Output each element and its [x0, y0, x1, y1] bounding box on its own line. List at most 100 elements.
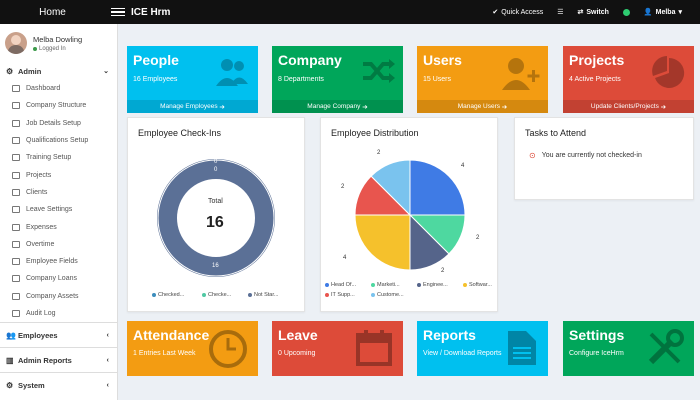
tile-title: Attendance — [133, 327, 210, 343]
sidebar-item-label: Qualifications Setup — [26, 137, 89, 145]
sidebar-section-admin[interactable]: ⚙ Admin ⌄ — [0, 62, 117, 80]
sidebar-section-employees[interactable]: 👥 Employees ‹ — [0, 323, 117, 347]
user-menu[interactable]: 👤 Melba ▾ — [644, 8, 682, 17]
chevron-left-icon: ‹ — [106, 381, 109, 389]
menu-item-icon — [12, 119, 20, 127]
sidebar-item-company-assets[interactable]: Company Assets — [0, 288, 117, 305]
tasks-card: Tasks to Attend ⊙ You are currently not … — [514, 117, 694, 200]
tile-link-label: Manage Company — [307, 103, 361, 110]
sidebar-section-admin-reports[interactable]: ▥ Admin Reports ‹ — [0, 348, 117, 372]
tile-reports[interactable]: Reports View / Download Reports — [417, 321, 548, 376]
tile-attendance[interactable]: Attendance 1 Entries Last Week — [127, 321, 258, 376]
sidebar-item-qualifications-setup[interactable]: Qualifications Setup — [0, 132, 117, 149]
menu-item-icon — [12, 223, 20, 231]
list-menu-icon[interactable]: ☰ — [557, 9, 564, 16]
menu-item-icon — [12, 137, 20, 145]
tile-people[interactable]: People 16 Employees Manage Employees ➔ — [127, 46, 258, 113]
legend-item: Head Of... — [325, 282, 356, 288]
sidebar-item-label: Clients — [26, 188, 48, 196]
tile-title: Leave — [278, 327, 318, 343]
tile-company[interactable]: Company 8 Departments Manage Company ➔ — [272, 46, 403, 113]
card-title: Employee Check-Ins — [138, 128, 222, 138]
tile-projects[interactable]: Projects 4 Active Projects Update Client… — [563, 46, 694, 113]
users-icon: 👥 — [6, 330, 16, 340]
donut-total-value: 16 — [206, 214, 224, 231]
tile-title: People — [133, 52, 179, 68]
sidebar-item-label: Employee Fields — [26, 258, 78, 266]
legend-item: Not Star... — [248, 292, 278, 298]
legend-item: Marketi... — [371, 282, 400, 288]
sidebar-item-training-setup[interactable]: Training Setup — [0, 149, 117, 166]
tile-leave[interactable]: Leave 0 Upcoming — [272, 321, 403, 376]
sidebar-item-employee-fields[interactable]: Employee Fields — [0, 253, 117, 270]
menu-item-icon — [12, 154, 20, 162]
tile-subtitle: View / Download Reports — [423, 350, 502, 357]
task-item[interactable]: ⊙ You are currently not checked-in — [529, 151, 642, 160]
tile-subtitle: 0 Upcoming — [278, 350, 316, 357]
sidebar-item-label: Dashboard — [26, 85, 61, 93]
menu-item-icon — [12, 292, 20, 300]
manage-employees-link[interactable]: Manage Employees ➔ — [127, 100, 258, 113]
tile-title: Settings — [569, 327, 625, 343]
pie-count-label: 2 — [377, 150, 381, 156]
clock-icon — [209, 330, 247, 368]
pie-count-label: 2 — [476, 235, 480, 241]
sidebar-section-system[interactable]: ⚙ System ‹ — [0, 373, 117, 397]
gears-icon: ⚙ — [6, 380, 14, 390]
sidebar-item-company-structure[interactable]: Company Structure — [0, 97, 117, 114]
sidebar-item-label: Company Loans — [26, 275, 77, 283]
sidebar-item-company-loans[interactable]: Company Loans — [0, 270, 117, 287]
clock-icon: ⊙ — [529, 151, 536, 160]
menu-item-icon — [12, 102, 20, 110]
update-clients-projects-link[interactable]: Update Clients/Projects ➔ — [563, 100, 694, 113]
app-brand: ICE Hrm — [131, 6, 171, 18]
legend-item: IT Supp... — [325, 292, 355, 298]
language-icon[interactable] — [622, 8, 630, 16]
menu-item-icon — [12, 240, 20, 248]
manage-company-link[interactable]: Manage Company ➔ — [272, 100, 403, 113]
sidebar-section-employees-label: Employees — [18, 330, 58, 340]
menu-toggle-icon[interactable] — [111, 7, 125, 17]
user-menu-label: Melba — [655, 8, 676, 16]
pie-chart-icon — [652, 56, 685, 88]
sidebar-item-clients[interactable]: Clients — [0, 184, 117, 201]
sidebar-item-overtime[interactable]: Overtime — [0, 236, 117, 253]
tile-subtitle: 15 Users — [423, 76, 452, 83]
tile-subtitle: 1 Entries Last Week — [133, 350, 196, 357]
sidebar-item-expenses[interactable]: Expenses — [0, 218, 117, 235]
checkins-donut-chart — [157, 159, 275, 277]
donut-total-label: Total — [208, 198, 223, 205]
sidebar-item-label: Leave Settings — [26, 206, 73, 214]
avatar — [5, 32, 27, 54]
employee-checkins-card: Employee Check-Ins 0 0 16 Total 16 Check… — [127, 117, 305, 312]
quick-access-button[interactable]: ✔ Quick Access — [492, 8, 544, 17]
sidebar-item-dashboard[interactable]: Dashboard — [0, 80, 117, 97]
menu-item-icon — [12, 258, 20, 266]
user-panel: Melba Dowling Logged In — [0, 24, 117, 62]
tile-settings[interactable]: Settings Configure IceHrm — [563, 321, 694, 376]
quick-access-label: Quick Access — [501, 8, 544, 16]
user-plus-icon — [502, 58, 540, 90]
home-link[interactable]: Home — [39, 6, 66, 18]
legend-item: Checke... — [202, 292, 231, 298]
manage-users-link[interactable]: Manage Users ➔ — [417, 100, 548, 113]
users-icon — [216, 59, 248, 86]
tile-link-label: Manage Employees — [160, 103, 218, 110]
card-title: Employee Distribution — [331, 128, 419, 138]
report-icon: ▥ — [6, 355, 14, 365]
switch-button[interactable]: ⇄ Switch — [577, 8, 608, 17]
tile-link-label: Manage Users — [457, 103, 500, 110]
top-bar: Home ICE Hrm ✔ Quick Access ☰ ⇄ Switch 👤… — [0, 0, 700, 24]
sidebar-item-label: Overtime — [26, 240, 55, 248]
calendar-icon — [356, 330, 392, 366]
donut-label: 0 — [214, 167, 218, 173]
pie-count-label: 2 — [441, 268, 445, 274]
tile-users[interactable]: Users 15 Users Manage Users ➔ — [417, 46, 548, 113]
switch-icon: ⇄ — [577, 9, 584, 16]
sidebar-item-job-details-setup[interactable]: Job Details Setup — [0, 115, 117, 132]
sidebar-item-leave-settings[interactable]: Leave Settings — [0, 201, 117, 218]
sidebar-item-projects[interactable]: Projects — [0, 166, 117, 183]
pie-count-label: 4 — [343, 255, 347, 261]
sidebar-item-audit-log[interactable]: Audit Log — [0, 305, 117, 322]
menu-item-icon — [12, 85, 20, 93]
